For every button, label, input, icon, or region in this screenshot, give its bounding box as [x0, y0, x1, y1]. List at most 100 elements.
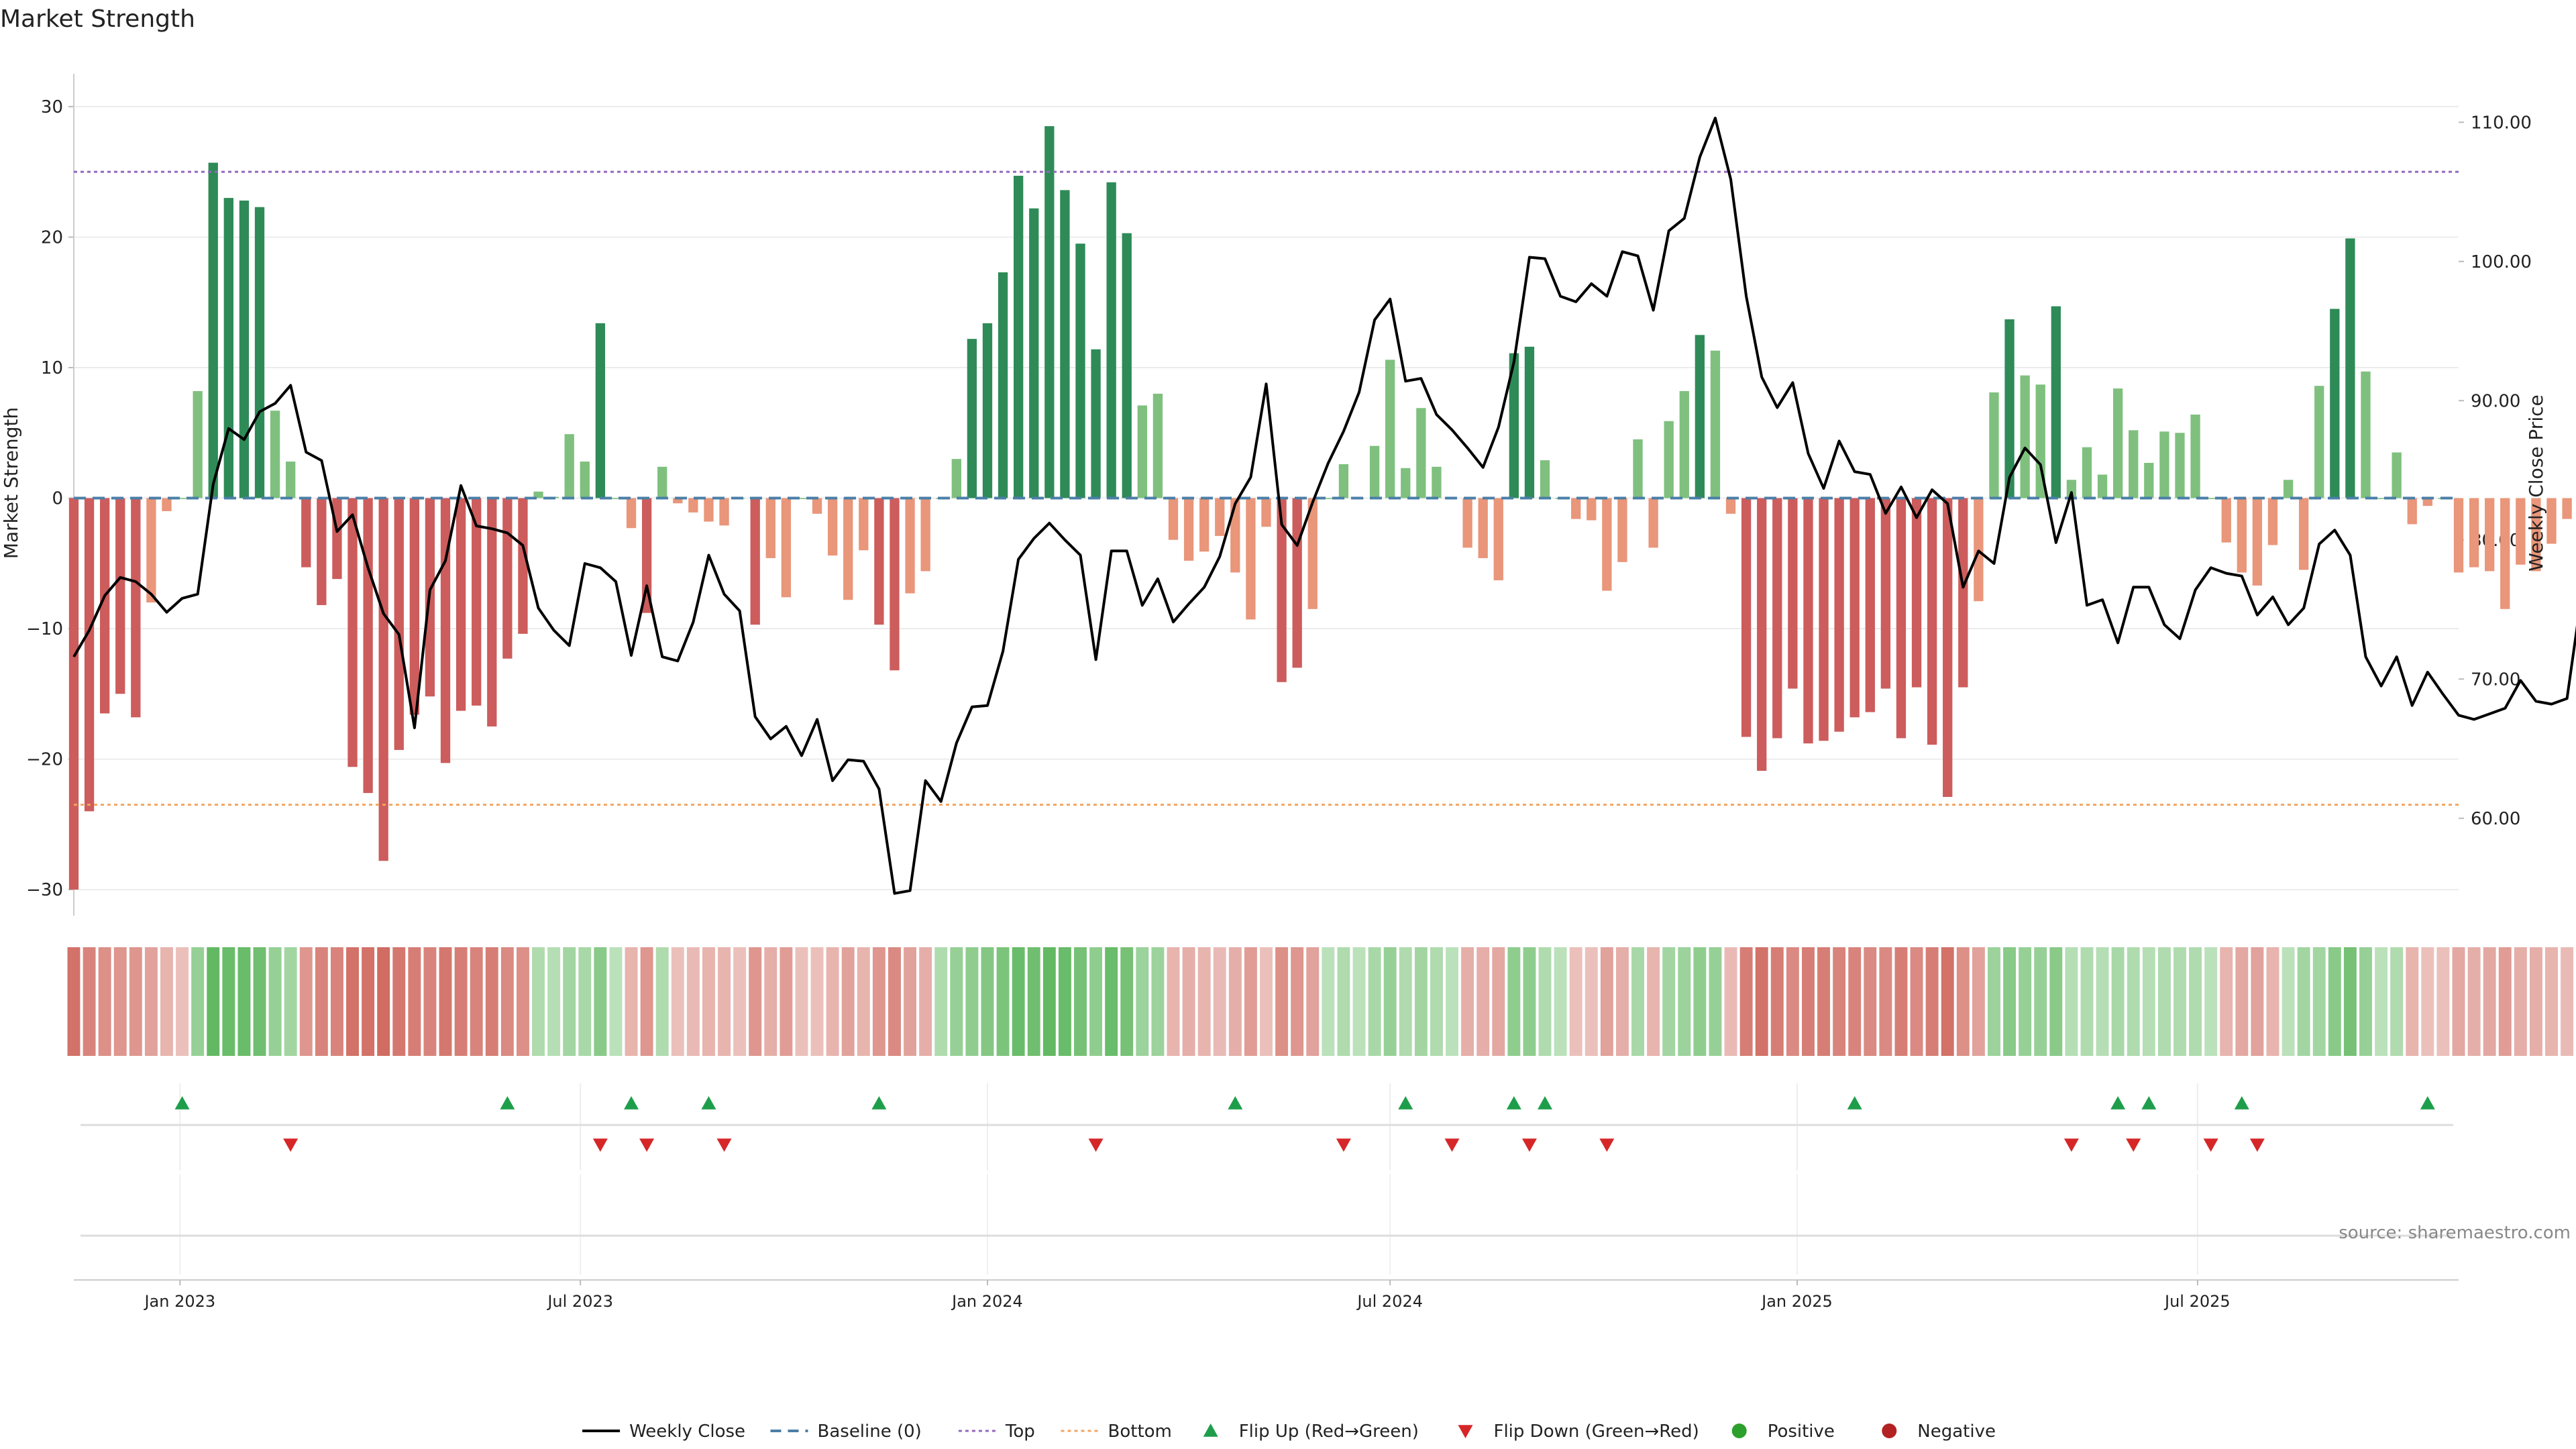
heat-cell	[1399, 947, 1412, 1056]
heat-cell	[2174, 947, 2186, 1056]
y-axis-label: Market Strength	[0, 407, 22, 559]
strength-bar	[394, 498, 404, 750]
heat-cell	[1770, 947, 1784, 1056]
flip-down-marker	[1521, 1138, 1537, 1152]
heat-cell	[439, 947, 452, 1056]
strength-bar	[1911, 498, 1922, 688]
heat-cell	[1414, 947, 1428, 1056]
strength-bar	[657, 466, 667, 498]
heat-cell	[1631, 947, 1644, 1056]
strength-bar	[1122, 233, 1132, 498]
strength-bar	[1246, 498, 1256, 620]
strength-bar	[920, 498, 930, 572]
strength-panel: −30 −20 −10 0 10 20 30 60.00 70.00 80.00 90.00 100.…	[26, 74, 2576, 916]
strength-bar	[1958, 498, 1968, 688]
strength-bar	[843, 498, 853, 600]
legend-swatch-flip-up	[1203, 1424, 1218, 1437]
heat-cell	[377, 947, 390, 1056]
heat-cell	[625, 947, 638, 1056]
strength-bar	[1943, 498, 1953, 797]
flip-up-marker	[1538, 1096, 1553, 1110]
strength-bar	[2066, 480, 2077, 498]
strength-bar	[1307, 498, 1318, 609]
flip-up-marker	[701, 1096, 716, 1110]
heat-cell	[1291, 947, 1304, 1056]
heat-cell	[470, 947, 483, 1056]
strength-bar	[223, 198, 234, 498]
heat-cell	[516, 947, 529, 1056]
heat-cell	[1817, 947, 1831, 1056]
heat-cell	[408, 947, 421, 1056]
strength-bar	[1540, 460, 1550, 498]
strength-bar	[626, 498, 637, 529]
strength-bar	[2516, 498, 2526, 565]
flip-down-marker	[716, 1138, 732, 1152]
heat-cell	[578, 947, 592, 1056]
strength-bar	[1757, 498, 1767, 771]
strength-bar	[1648, 498, 1658, 548]
strength-heat-strip	[67, 947, 2574, 1056]
strength-bar	[1664, 421, 1674, 498]
strength-bar	[2159, 431, 2169, 498]
heat-cell	[1383, 947, 1397, 1056]
strength-bar	[1106, 182, 1116, 498]
heat-cell	[1662, 947, 1676, 1056]
flip-up-marker	[2234, 1096, 2249, 1110]
strength-bar	[2267, 498, 2278, 545]
heat-cell	[2297, 947, 2310, 1056]
heat-cell	[1012, 947, 1025, 1056]
strength-bar	[1323, 498, 1333, 499]
heat-cell	[423, 947, 437, 1056]
strength-bar	[472, 498, 482, 706]
heat-cell	[454, 947, 468, 1056]
heat-cell	[113, 947, 127, 1056]
heat-cell	[129, 947, 142, 1056]
flip-up-marker	[624, 1096, 639, 1110]
heat-cell	[1988, 947, 2000, 1056]
strength-bar	[177, 498, 187, 499]
strength-bar	[2112, 388, 2123, 498]
strength-bar	[2407, 498, 2417, 525]
heat-cell	[2483, 947, 2496, 1056]
heat-cell	[1089, 947, 1103, 1056]
strength-bar	[254, 207, 265, 498]
strength-bar	[1060, 190, 1070, 498]
heat-cell	[2561, 947, 2574, 1056]
heat-cell	[2452, 947, 2465, 1056]
heat-cell	[237, 947, 251, 1056]
heat-cell	[1600, 947, 1613, 1056]
strength-bar	[812, 498, 822, 514]
heat-cell	[1260, 947, 1273, 1056]
strength-bar	[409, 498, 420, 715]
legend-label: Top	[1005, 1421, 1035, 1442]
strength-bar	[317, 498, 327, 606]
strength-bar	[827, 498, 838, 556]
flip-markers-panel	[80, 1083, 2453, 1171]
heat-cell	[1615, 947, 1629, 1056]
strength-bar	[68, 498, 79, 890]
legend-label: Weekly Close	[629, 1421, 745, 1442]
strength-bar	[502, 498, 513, 659]
heat-cell	[1538, 947, 1552, 1056]
strength-bar	[595, 323, 606, 498]
x-tick-label: Jan 2025	[1760, 1292, 1833, 1311]
strength-bar	[874, 498, 884, 625]
heat-cell	[965, 947, 979, 1056]
y2-axis-label: Weekly Close Price	[2525, 394, 2547, 571]
strength-bar	[1772, 498, 1782, 739]
strength-bar	[673, 498, 683, 504]
heat-cell	[2049, 947, 2063, 1056]
heat-cell	[1182, 947, 1195, 1056]
strength-bar	[1819, 498, 1829, 741]
legend-label: Bottom	[1108, 1421, 1172, 1442]
flip-down-marker	[592, 1138, 608, 1152]
strength-bar	[84, 498, 95, 812]
strength-bar	[1587, 498, 1597, 521]
flip-up-marker	[500, 1096, 515, 1110]
heat-cell	[1972, 947, 1985, 1056]
strength-bar	[2546, 498, 2557, 544]
strength-bar	[1633, 439, 1643, 498]
flip-down-marker	[639, 1138, 655, 1152]
heat-cell	[2421, 947, 2434, 1056]
strength-bar	[100, 498, 110, 714]
